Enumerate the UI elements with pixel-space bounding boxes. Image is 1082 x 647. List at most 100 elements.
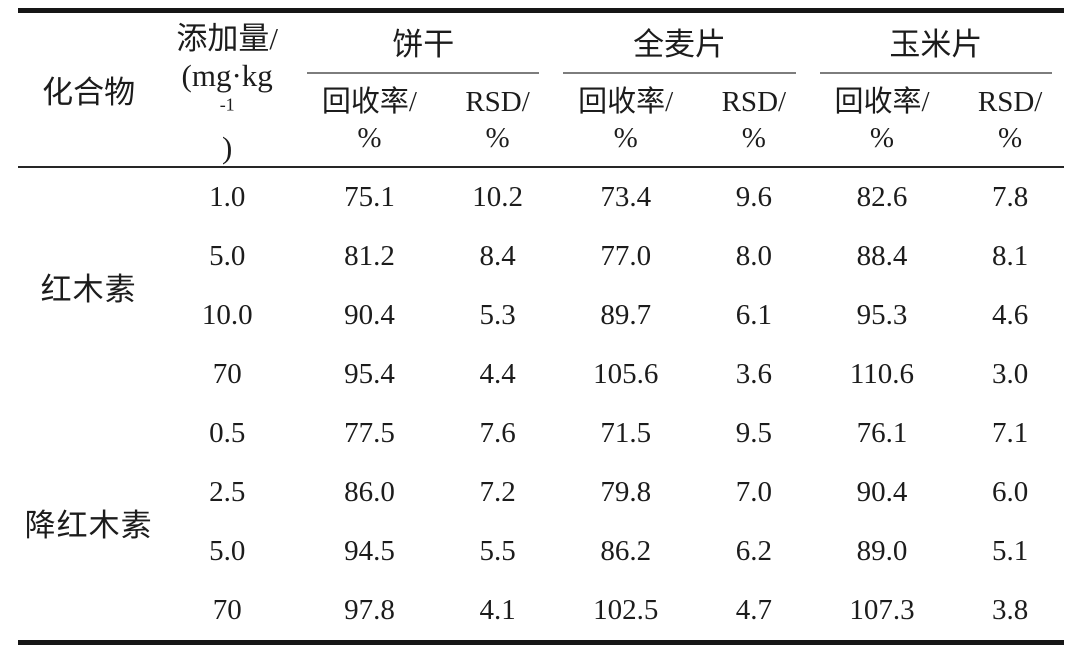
group-header-oatmeal: 全麦片 — [551, 11, 807, 75]
amount-cell: 5.0 — [209, 535, 246, 567]
value-cell: 7.2 — [479, 476, 516, 508]
value-cell: 90.4 — [344, 299, 395, 331]
recovery-label: 回收率/ — [578, 86, 674, 119]
value-cell: 6.1 — [735, 299, 772, 331]
amount-cell: 70 — [212, 594, 242, 626]
table-row: 70 95.4 4.4 105.6 3.6 110.6 3.0 — [18, 345, 1064, 404]
value-cell: 9.6 — [735, 181, 772, 213]
value-cell: 4.1 — [479, 594, 516, 626]
table-header: 化合物 添加量/ (mg·kg -1) 饼干 全麦片 玉米片 回收率/ — [18, 10, 1064, 169]
subheader-rsd-cornflakes: RSD/ % — [956, 74, 1064, 169]
value-cell: 86.2 — [600, 535, 652, 567]
value-cell: 3.0 — [991, 358, 1029, 390]
amount-cell: 0.5 — [209, 417, 246, 449]
group-header-row: 化合物 添加量/ (mg·kg -1) 饼干 全麦片 玉米片 — [18, 10, 1064, 168]
rsd-unit: % — [741, 122, 766, 155]
value-cell: 5.3 — [479, 299, 516, 331]
subheader-recovery-biscuit: 回收率/ % — [295, 74, 444, 169]
value-cell: 5.5 — [479, 535, 516, 567]
table-row: 降红木素 0.5 77.5 7.6 71.5 9.5 76.1 7.1 — [18, 404, 1064, 543]
table-row: 2.5 86.0 7.2 79.8 7.0 90.4 6.0 — [18, 463, 1064, 522]
value-cell: 5.1 — [991, 535, 1029, 567]
value-cell: 7.6 — [479, 417, 516, 449]
group-label-cornflakes: 玉米片 — [819, 19, 1052, 75]
column-header-compound: 化合物 — [18, 10, 160, 168]
value-cell: 6.2 — [735, 535, 772, 567]
rsd-unit: % — [998, 122, 1023, 155]
group-header-biscuit: 饼干 — [295, 11, 551, 75]
rsd-label: RSD/ — [721, 86, 787, 119]
value-cell: 102.5 — [593, 594, 659, 626]
rsd-unit: % — [485, 122, 510, 155]
value-cell: 9.5 — [735, 417, 772, 449]
value-cell: 4.6 — [991, 299, 1029, 331]
table-body: 红木素 1.0 75.1 10.2 73.4 9.6 82.6 7.8 5.0 … — [18, 167, 1064, 643]
value-cell: 4.4 — [479, 358, 516, 390]
amount-cell: 1.0 — [209, 181, 246, 213]
value-cell: 4.7 — [735, 594, 772, 626]
value-cell: 86.0 — [344, 476, 395, 508]
amount-unit-pre: (mg·kg — [181, 58, 273, 93]
rsd-label: RSD/ — [977, 86, 1043, 119]
group-label-oatmeal: 全麦片 — [563, 19, 796, 75]
value-cell: 94.5 — [344, 535, 395, 567]
recovery-label: 回收率/ — [321, 86, 417, 119]
value-cell: 105.6 — [593, 358, 659, 390]
sub-header-row: 回收率/ % RSD/ % 回收率/ % RSD/ % 回收率/ % — [18, 74, 1064, 169]
value-cell: 6.0 — [991, 476, 1029, 508]
column-header-amount: 添加量/ (mg·kg -1) — [159, 10, 296, 168]
table-row: 10.0 90.4 5.3 89.7 6.1 95.3 4.6 — [18, 286, 1064, 345]
value-cell: 95.3 — [856, 299, 908, 331]
value-cell: 7.8 — [991, 181, 1029, 213]
value-cell: 10.2 — [472, 181, 523, 213]
value-cell: 7.0 — [735, 476, 772, 508]
table-row: 5.0 94.5 5.5 86.2 6.2 89.0 5.1 — [18, 522, 1064, 581]
amount-label-line1: 添加量/ — [176, 21, 278, 56]
value-cell: 8.4 — [479, 240, 516, 272]
value-cell: 95.4 — [344, 358, 395, 390]
rsd-label: RSD/ — [465, 86, 530, 119]
amount-unit-superscript: -1 — [219, 94, 235, 115]
amount-cell: 2.5 — [209, 476, 246, 508]
table-row: 5.0 81.2 8.4 77.0 8.0 88.4 8.1 — [18, 227, 1064, 286]
subheader-recovery-oatmeal: 回收率/ % — [551, 74, 700, 169]
value-cell: 90.4 — [856, 476, 908, 508]
table-row: 红木素 1.0 75.1 10.2 73.4 9.6 82.6 7.8 — [18, 167, 1064, 307]
compound-name-bixin: 红木素 — [40, 271, 137, 307]
value-cell: 107.3 — [849, 594, 915, 626]
value-cell: 110.6 — [849, 358, 915, 390]
group-header-cornflakes: 玉米片 — [808, 11, 1064, 75]
value-cell: 88.4 — [856, 240, 908, 272]
value-cell: 73.4 — [600, 181, 652, 213]
amount-label-unit: (mg·kg -1) — [159, 58, 295, 166]
value-cell: 79.8 — [600, 476, 652, 508]
value-cell: 8.0 — [735, 240, 772, 272]
amount-cell: 10.0 — [201, 299, 253, 331]
amount-cell: 70 — [212, 358, 242, 390]
recovery-unit: % — [613, 122, 638, 155]
value-cell: 97.8 — [344, 594, 395, 626]
value-cell: 81.2 — [344, 240, 395, 272]
value-cell: 76.1 — [856, 417, 908, 449]
value-cell: 82.6 — [856, 181, 908, 213]
value-cell: 8.1 — [991, 240, 1029, 272]
value-cell: 77.5 — [344, 417, 395, 449]
group-label-biscuit: 饼干 — [307, 19, 540, 75]
value-cell: 89.0 — [856, 535, 908, 567]
value-cell: 7.1 — [991, 417, 1029, 449]
recovery-rsd-table: 化合物 添加量/ (mg·kg -1) 饼干 全麦片 玉米片 回收率/ — [18, 8, 1064, 645]
recovery-unit: % — [357, 122, 382, 155]
compound-name-norbixin: 降红木素 — [24, 507, 153, 543]
recovery-label: 回收率/ — [834, 86, 930, 119]
value-cell: 89.7 — [600, 299, 652, 331]
subheader-rsd-oatmeal: RSD/ % — [699, 74, 808, 169]
value-cell: 3.8 — [991, 594, 1029, 626]
subheader-rsd-biscuit: RSD/ % — [443, 74, 552, 169]
subheader-recovery-cornflakes: 回收率/ % — [807, 74, 957, 169]
value-cell: 3.6 — [735, 358, 772, 390]
amount-cell: 5.0 — [209, 240, 246, 272]
value-cell: 75.1 — [344, 181, 395, 213]
table-row: 70 97.8 4.1 102.5 4.7 107.3 3.8 — [18, 581, 1064, 643]
value-cell: 71.5 — [600, 417, 652, 449]
